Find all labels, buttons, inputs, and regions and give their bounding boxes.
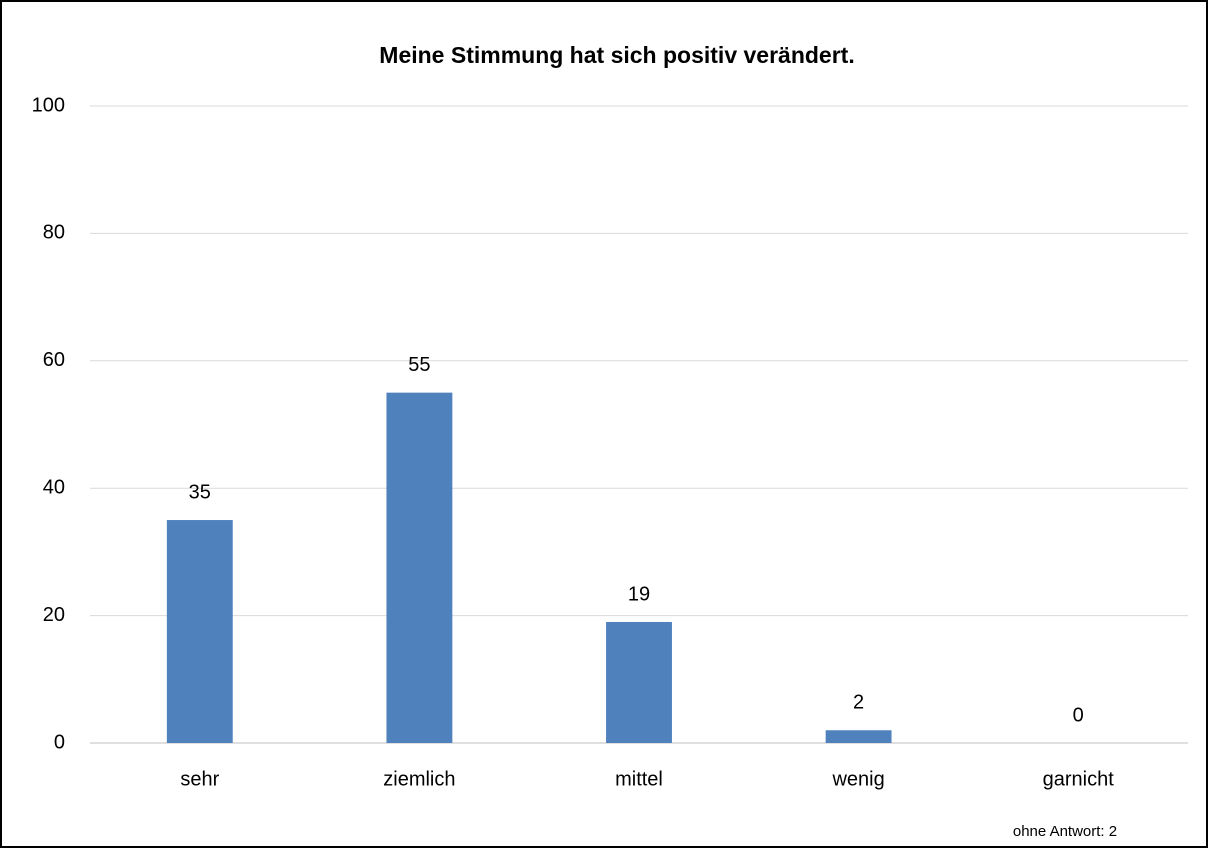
x-tick-label: wenig	[831, 768, 884, 790]
data-label: 19	[628, 583, 650, 605]
data-label: 35	[189, 481, 211, 503]
y-tick-label: 0	[54, 731, 65, 753]
y-tick-label: 80	[43, 222, 65, 244]
bar	[825, 730, 892, 743]
data-label: 55	[408, 354, 430, 376]
x-tick-label: mittel	[615, 768, 663, 790]
bar	[606, 621, 672, 743]
data-label: 2	[853, 692, 864, 714]
x-tick-label: garnicht	[1043, 768, 1115, 790]
annotation: ohne Antwort: 2	[1013, 823, 1117, 840]
x-tick-label: ziemlich	[383, 768, 455, 790]
y-tick-label: 20	[43, 604, 65, 626]
y-tick-label: 40	[43, 476, 65, 498]
data-label: 0	[1073, 704, 1084, 726]
y-tick-label: 100	[32, 94, 65, 116]
y-tick-label: 60	[43, 349, 65, 371]
bar	[386, 392, 453, 743]
x-tick-label: sehr	[180, 768, 219, 790]
bar	[166, 520, 233, 743]
chart-title: Meine Stimmung hat sich positiv veränder…	[379, 42, 854, 68]
